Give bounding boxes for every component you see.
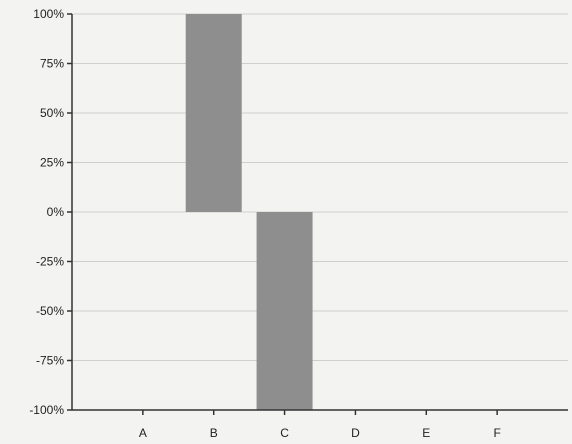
x-category-label: E bbox=[422, 426, 430, 440]
y-tick-label: 0% bbox=[47, 205, 65, 219]
y-tick-label: -75% bbox=[36, 354, 64, 368]
y-tick-label: -25% bbox=[36, 255, 64, 269]
y-tick-label: 50% bbox=[40, 106, 64, 120]
x-category-label: D bbox=[351, 426, 360, 440]
y-tick-label: 75% bbox=[40, 57, 64, 71]
x-category-label: C bbox=[280, 426, 289, 440]
label-layer: 100% 75% 50% 25% 0% -25% -50% -75% -100% A B C D E F bbox=[29, 7, 501, 440]
x-category-label: B bbox=[210, 426, 218, 440]
x-category-label: F bbox=[493, 426, 500, 440]
bar-b bbox=[185, 14, 242, 212]
y-tick-label: -50% bbox=[36, 304, 64, 318]
y-tick-label: 25% bbox=[40, 156, 64, 170]
bar-layer bbox=[185, 14, 313, 410]
x-category-label: A bbox=[139, 426, 147, 440]
bar-c bbox=[256, 212, 313, 410]
grid-layer bbox=[72, 13, 568, 411]
y-tick-label: 100% bbox=[33, 7, 64, 21]
y-tick-label: -100% bbox=[29, 403, 64, 417]
axis-layer bbox=[67, 13, 568, 415]
